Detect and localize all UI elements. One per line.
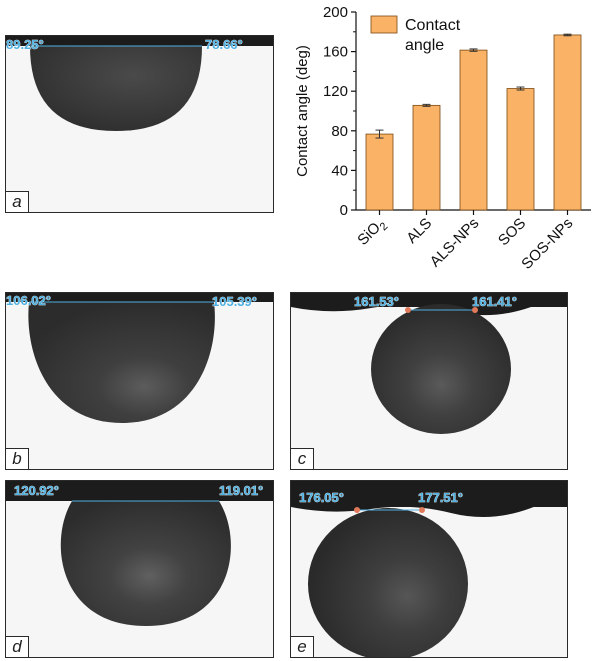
- substrate: [291, 293, 567, 307]
- bar-sos-nps: [553, 34, 582, 211]
- droplet-scene-b: 106.02° 105.39°: [6, 293, 273, 423]
- x-tick-label-sio2: SiO2: [354, 215, 390, 251]
- y-tick-label: 40: [331, 162, 348, 179]
- left-angle-label: 120.92°: [14, 483, 59, 498]
- right-angle-label: 105.39°: [212, 294, 257, 309]
- droplet-image-a: 89.25° 78.66° a: [5, 35, 274, 213]
- right-angle-label: 119.01°: [219, 483, 263, 498]
- substrate: [291, 481, 567, 507]
- bar-sio2: [365, 133, 394, 211]
- x-tick-label-sos: SOS: [495, 215, 529, 249]
- plot-area: 0 40 80 120 160 200 Contact angle (deg) SiO2 ALS…: [294, 4, 591, 272]
- y-tick-label: 200: [323, 4, 348, 21]
- contact-point-right: [472, 307, 478, 313]
- x-tick-label-als: ALS: [403, 215, 435, 247]
- substrate-edge: [291, 300, 567, 316]
- y-tick-label: 160: [323, 44, 348, 61]
- droplet-image-e: 176.05° 177.51° e: [290, 480, 568, 658]
- panel-label: d: [6, 636, 29, 657]
- left-angle-label: 176.05°: [299, 490, 344, 505]
- droplet: [308, 508, 468, 657]
- y-axis-label: Contact angle (deg): [294, 45, 311, 177]
- contact-point-right: [419, 507, 425, 513]
- right-angle-label: 78.66°: [205, 37, 243, 52]
- contact-point-left: [354, 507, 360, 513]
- bar-als-nps: [459, 49, 488, 211]
- y-tick-label: 0: [340, 202, 348, 219]
- contact-point-left: [405, 307, 411, 313]
- droplet-scene-e: 176.05° 177.51°: [291, 481, 567, 657]
- droplet: [28, 302, 215, 423]
- right-angle-label: 161.41°: [472, 294, 517, 309]
- substrate: [6, 481, 273, 501]
- x-tick-label-sos-nps: SOS-NPs: [518, 215, 576, 272]
- panel-label: a: [6, 191, 29, 212]
- droplet-scene-c: 161.53° 161.41°: [291, 293, 567, 434]
- droplet-image-d: 120.92° 119.01° d: [5, 480, 274, 658]
- y-tick-label: 120: [323, 83, 348, 100]
- droplet: [60, 501, 231, 626]
- left-angle-label: 89.25°: [6, 37, 44, 52]
- contact-angle-bar-chart: 0 40 80 120 160 200 Contact angle (deg) SiO2 ALS…: [294, 4, 591, 272]
- substrate-edge: [291, 501, 567, 517]
- substrate: [6, 293, 273, 302]
- droplet: [371, 304, 511, 434]
- droplet: [30, 46, 202, 131]
- droplet-scene-d: 120.92° 119.01°: [6, 481, 273, 626]
- bar-sos: [506, 88, 535, 211]
- legend-swatch: [370, 15, 398, 34]
- panel-label: e: [291, 636, 314, 657]
- droplet-scene-a: 89.25° 78.66°: [6, 36, 273, 131]
- right-angle-label: 177.51°: [418, 490, 463, 505]
- left-angle-label: 106.02°: [6, 293, 51, 308]
- left-angle-label: 161.53°: [354, 294, 399, 309]
- bar-als: [412, 104, 441, 211]
- droplet-image-c: 161.53° 161.41° c: [290, 292, 568, 470]
- legend-label: Contact angle: [405, 17, 461, 54]
- x-tick-label-als-nps: ALS-NPs: [427, 215, 483, 271]
- droplet-image-b: 106.02° 105.39° b: [5, 292, 274, 470]
- panel-label: c: [291, 448, 314, 469]
- substrate: [6, 36, 273, 46]
- panel-label: b: [6, 448, 29, 469]
- y-tick-label: 80: [331, 123, 348, 140]
